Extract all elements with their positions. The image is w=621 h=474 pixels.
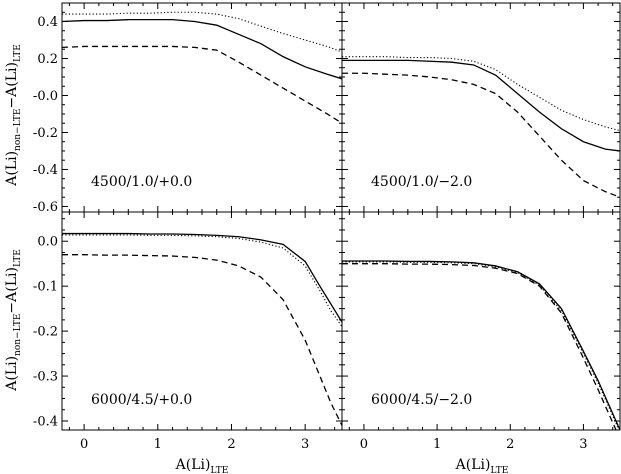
y-tick-label: -0.6 — [33, 200, 58, 215]
x-tick-label: 1 — [154, 437, 162, 452]
x-tick-label: 2 — [227, 437, 235, 452]
y-tick-label: 0.0 — [37, 235, 58, 250]
series-line-dashed — [342, 263, 617, 430]
x-tick-label: 3 — [579, 437, 587, 452]
x-tick-label: 2 — [506, 437, 514, 452]
panel-label: 6000/4.5/+0.0 — [91, 392, 192, 408]
panel-label: 6000/4.5/−2.0 — [371, 392, 472, 408]
y-tick-label: -0.2 — [33, 126, 58, 141]
y-tick-label: -0.3 — [33, 370, 58, 385]
series-line-dotted — [342, 261, 620, 430]
series-line-dotted — [342, 56, 620, 132]
panel-3: 0 1 2 3 0.0 -0.1 -0.2 -0.3 -0.4 6000/4.5/+0.0 — [33, 211, 343, 452]
panel-2: 4500/1.0/−2.0 — [341, 2, 621, 213]
x-axis-label-right: A(Li)LTE — [455, 457, 509, 474]
series-line-dotted — [62, 234, 342, 327]
x-axis-label-left: A(Li)LTE — [175, 457, 229, 474]
series-line-solid — [62, 232, 342, 323]
y-tick-label: -0.4 — [33, 163, 58, 178]
series-line-solid — [62, 19, 342, 80]
y-tick-label: -0.2 — [33, 325, 58, 340]
x-tick-label: 3 — [301, 437, 309, 452]
panel-4: 0 1 2 3 6000/4.5/−2.0 — [341, 211, 621, 452]
y-axis-label-top: A(Li)non−LTE−A(Li)LTE — [4, 44, 23, 187]
y-tick-label: -0.4 — [33, 415, 58, 430]
panel-1: 0.4 0.2 -0.0 -0.2 -0.4 -0.6 4500/1.0/+0.0 — [33, 2, 343, 215]
y-tick-label: -0.0 — [33, 89, 58, 104]
y-tick-label: -0.1 — [33, 280, 58, 295]
axis-labels-layer: A(Li)non−LTE−A(Li)LTE A(Li)non−LTE−A(Li)… — [4, 44, 508, 474]
x-tick-label: 0 — [80, 437, 88, 452]
series-line-dashed — [342, 72, 620, 198]
y-tick-label: 0.4 — [37, 15, 58, 30]
series-line-dotted — [62, 11, 342, 53]
series-line-solid — [342, 59, 620, 152]
y-tick-label: 0.2 — [37, 52, 58, 67]
panel-label: 4500/1.0/+0.0 — [91, 174, 192, 190]
series-line-dashed — [62, 254, 342, 426]
series-line-dashed — [62, 45, 342, 124]
panels-layer: 0.4 0.2 -0.0 -0.2 -0.4 -0.6 4500/1.0/+0.0 4500/… — [33, 2, 621, 452]
series-line-solid — [342, 260, 620, 430]
panel-label: 4500/1.0/−2.0 — [371, 174, 472, 190]
x-tick-label: 1 — [433, 437, 441, 452]
y-axis-label-bottom: A(Li)non−LTE−A(Li)LTE — [4, 249, 23, 392]
x-tick-label: 0 — [360, 437, 368, 452]
